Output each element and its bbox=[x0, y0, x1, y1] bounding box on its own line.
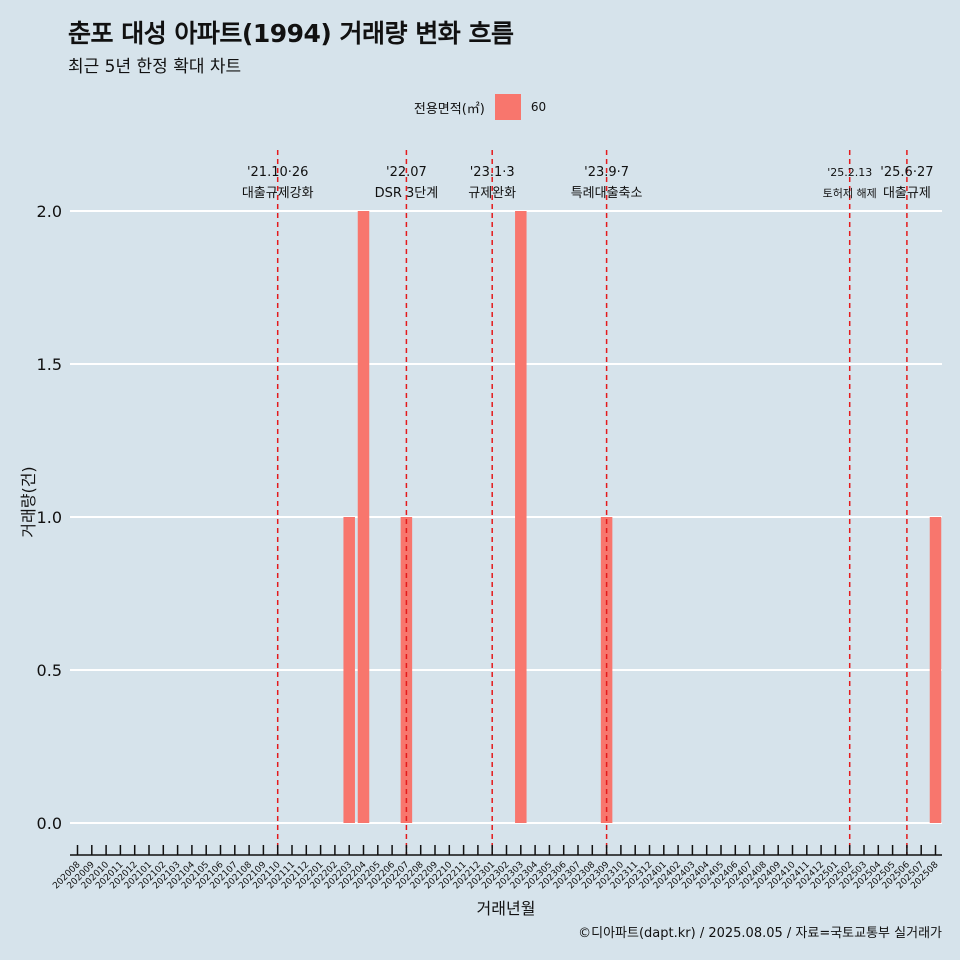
x-axis-title: 거래년월 bbox=[477, 899, 536, 918]
y-tick-label: 2.0 bbox=[37, 202, 62, 221]
annotation-label: DSR 3단계 bbox=[375, 186, 439, 201]
bar bbox=[600, 517, 613, 823]
y-tick-label: 0.0 bbox=[37, 814, 62, 833]
bar bbox=[929, 517, 942, 823]
legend-label: 60 bbox=[530, 100, 547, 114]
annotation-label: 대출규제강화 bbox=[242, 186, 314, 201]
chart-subtitle: 최근 5년 한정 확대 차트 bbox=[68, 57, 242, 77]
chart-title: 춘포 대성 아파트(1994) 거래량 변화 흐름 bbox=[68, 19, 514, 48]
bar bbox=[400, 517, 413, 823]
annotation-date: '25.6·27 bbox=[880, 165, 933, 180]
bar bbox=[343, 517, 355, 823]
annotation-label: 토허제 해제 bbox=[823, 186, 877, 200]
legend-title: 전용면적(㎡) bbox=[413, 101, 485, 117]
annotation-label: 규제완화 bbox=[468, 186, 516, 201]
annotation-date: '23.9·7 bbox=[584, 165, 629, 180]
annotation-date: '25.2.13 bbox=[827, 166, 872, 179]
annotation-label: 대출규제 bbox=[883, 186, 931, 201]
legend: 전용면적(㎡) 60 bbox=[0, 94, 960, 120]
bar bbox=[357, 211, 370, 823]
annotation-date: '23.1·3 bbox=[470, 165, 515, 180]
y-axis-title: 거래량(건) bbox=[19, 466, 38, 537]
y-tick-label: 0.5 bbox=[37, 661, 62, 680]
y-tick-label: 1.5 bbox=[37, 355, 62, 374]
legend-swatch bbox=[494, 94, 521, 120]
y-tick-label: 1.0 bbox=[37, 508, 62, 527]
annotation-date: '22.07 bbox=[386, 165, 427, 180]
source-caption: ©디아파트(dapt.kr) / 2025.08.05 / 자료=국토교통부 실… bbox=[578, 926, 942, 941]
bar bbox=[515, 211, 527, 823]
annotation-date: '21.10·26 bbox=[247, 165, 308, 180]
annotation-label: 특례대출축소 bbox=[571, 186, 643, 201]
